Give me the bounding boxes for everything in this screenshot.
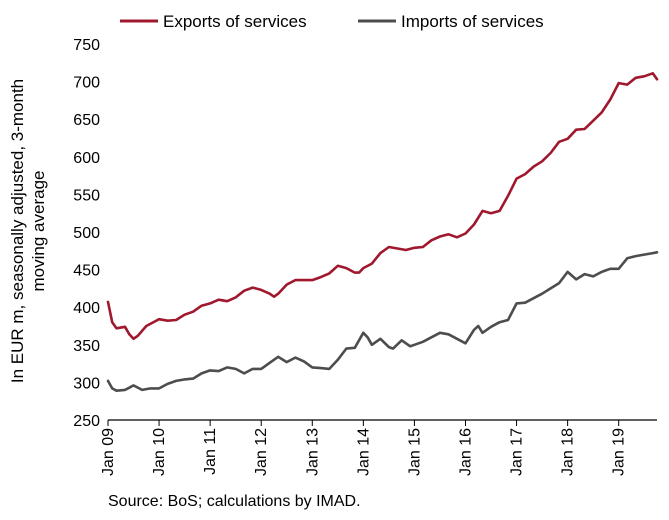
x-axis: Jan 09 Jan 10 Jan 11 Jan 12 Jan 13 Jan 14 Jan …	[100, 419, 657, 476]
x-tick-label: Jan 13	[304, 428, 321, 476]
y-tick-label: 250	[73, 413, 100, 430]
y-tick-label: 300	[73, 375, 100, 392]
y-axis-title: In EUR m, seasonally adjusted, 3-month m…	[8, 79, 48, 383]
series-line-exports	[106, 72, 659, 341]
legend: Exports of services Imports of services	[120, 12, 544, 31]
x-tick-label: Jan 19	[611, 428, 628, 476]
source-note: Source: BoS; calculations by IMAD.	[108, 493, 361, 510]
series-layer	[106, 72, 659, 393]
x-tick-label: Jan 10	[151, 428, 168, 476]
legend-label-exports: Exports of services	[163, 12, 307, 31]
y-tick-label: 350	[73, 338, 100, 355]
x-tick-label: Jan 16	[457, 428, 474, 476]
x-tick-label: Jan 11	[202, 428, 219, 475]
y-tick-label: 700	[73, 75, 100, 92]
y-tick-label: 500	[73, 225, 100, 242]
y-tick-label: 400	[73, 300, 100, 317]
x-tick-label: Jan 17	[509, 428, 526, 476]
y-tick-label: 600	[73, 150, 100, 167]
y-tick-label: 650	[73, 112, 100, 129]
x-tick-label: Jan 15	[406, 428, 423, 476]
y-tick-label: 750	[73, 37, 100, 54]
y-tick-label: 550	[73, 187, 100, 204]
y-axis-title-line-1: In EUR m, seasonally adjusted, 3-month	[8, 79, 27, 383]
x-tick-label: Jan 12	[253, 428, 270, 476]
x-tick-label: Jan 18	[560, 428, 577, 476]
y-tick-label: 450	[73, 263, 100, 280]
series-line-imports	[106, 251, 659, 393]
y-axis-title-line-2: moving average	[29, 171, 48, 292]
x-tick-label: Jan 09	[100, 428, 117, 476]
x-tick-label: Jan 14	[355, 428, 372, 476]
legend-label-imports: Imports of services	[401, 12, 544, 31]
y-axis: 250 300 350 400 450 500 550 600 650 700 750	[73, 37, 100, 430]
